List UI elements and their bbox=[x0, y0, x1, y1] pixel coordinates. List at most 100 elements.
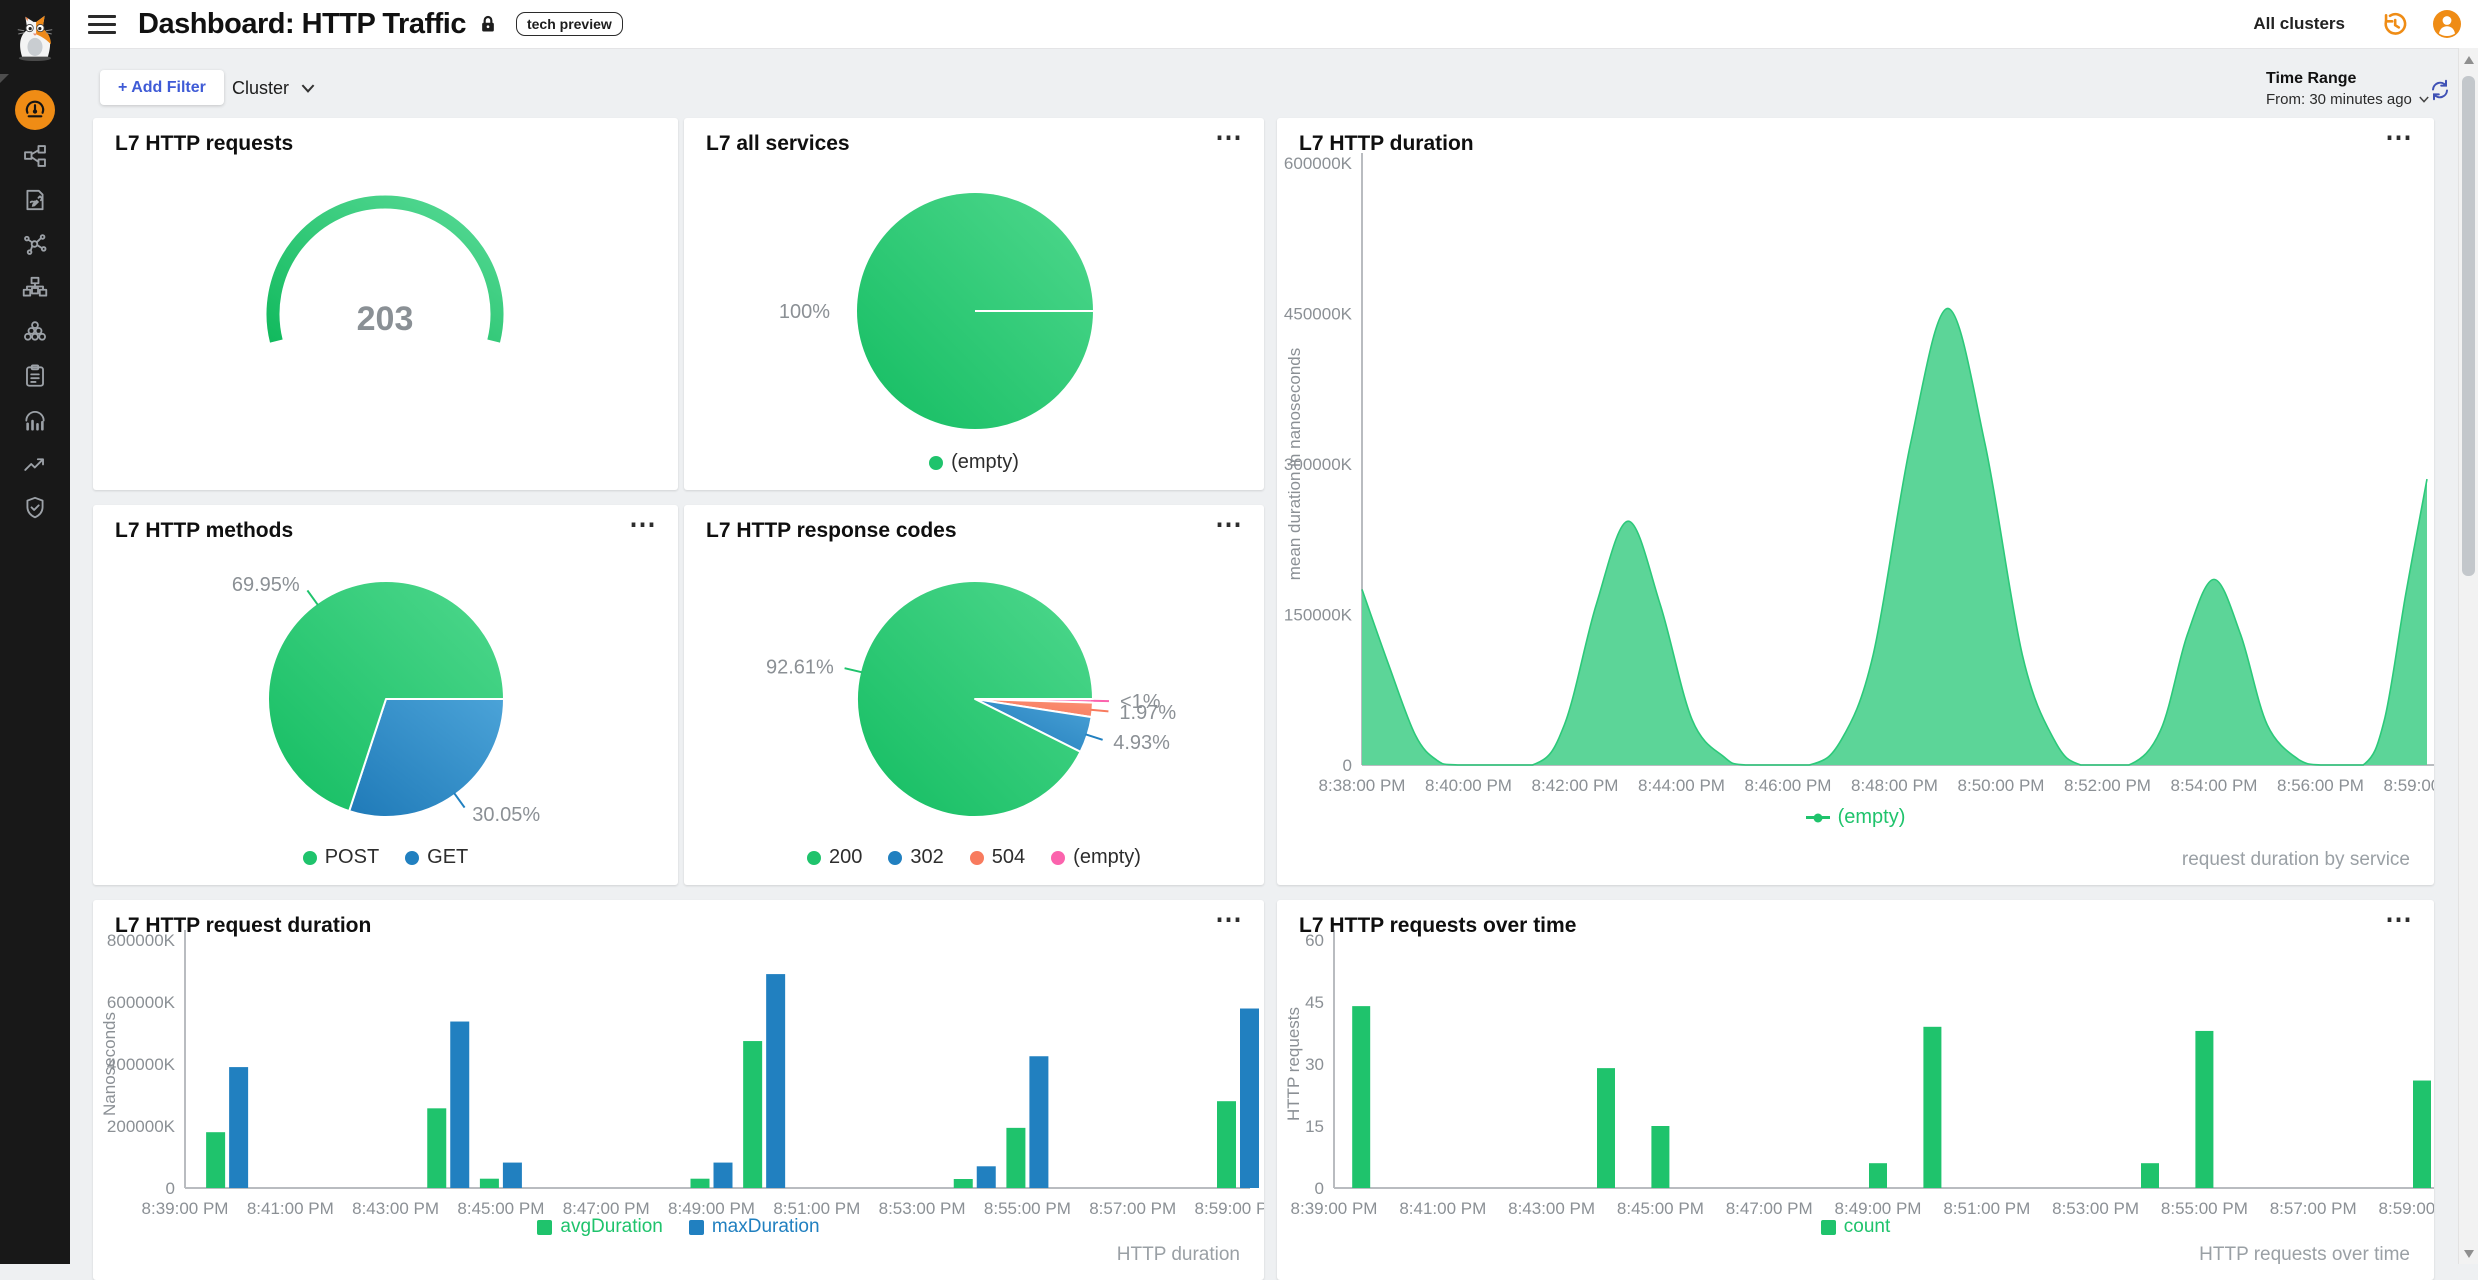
sidebar-item-clusters[interactable] bbox=[15, 314, 55, 350]
metrics-icon bbox=[22, 407, 48, 433]
svg-text:30.05%: 30.05% bbox=[472, 804, 540, 826]
hamburger-menu-icon[interactable] bbox=[88, 15, 116, 34]
scroll-up-arrow[interactable] bbox=[2464, 56, 2474, 64]
card-title: L7 HTTP requests bbox=[115, 132, 293, 156]
time-range-selector[interactable]: Time Range From: 30 minutes ago bbox=[2266, 70, 2429, 108]
svg-text:mean duration in nanoseconds: mean duration in nanoseconds bbox=[1285, 348, 1304, 581]
card-menu-icon[interactable]: ⋯ bbox=[2385, 122, 2412, 153]
legend-item-200[interactable]: 200 bbox=[807, 846, 862, 869]
network-graph-icon bbox=[22, 231, 48, 257]
card-title: L7 HTTP methods bbox=[115, 519, 293, 543]
all-clusters-selector[interactable]: All clusters bbox=[2253, 14, 2345, 34]
scroll-down-arrow[interactable] bbox=[2464, 1250, 2474, 1258]
svg-text:8:48:00 PM: 8:48:00 PM bbox=[1851, 776, 1938, 795]
svg-text:Nanoseconds: Nanoseconds bbox=[100, 1012, 119, 1116]
legend-item-GET[interactable]: GET bbox=[405, 846, 468, 869]
svg-text:8:50:00 PM: 8:50:00 PM bbox=[1958, 776, 2045, 795]
card-menu-icon[interactable]: ⋯ bbox=[1215, 122, 1242, 153]
card-menu-icon[interactable]: ⋯ bbox=[2385, 904, 2412, 935]
card-title: L7 HTTP request duration bbox=[115, 914, 371, 938]
sidebar-item-policies[interactable] bbox=[15, 358, 55, 394]
svg-text:0: 0 bbox=[166, 1179, 175, 1198]
time-range-value: From: 30 minutes ago bbox=[2266, 91, 2412, 108]
lock-icon bbox=[478, 14, 498, 34]
history-icon[interactable] bbox=[2381, 11, 2408, 38]
legend-marker bbox=[1806, 816, 1830, 819]
service-map-icon bbox=[22, 143, 48, 169]
tech-preview-badge: tech preview bbox=[516, 12, 623, 36]
card-l7-http-requests: L7 HTTP requests 203 bbox=[93, 118, 678, 490]
svg-text:8:52:00 PM: 8:52:00 PM bbox=[2064, 776, 2151, 795]
svg-text:600000K: 600000K bbox=[1284, 154, 1353, 173]
legend-item-maxDuration[interactable]: maxDuration bbox=[689, 1216, 820, 1238]
pie-chart: <1%1.97%4.93%92.61% bbox=[684, 505, 1264, 840]
flows-document-icon bbox=[22, 187, 48, 213]
card-title: L7 HTTP response codes bbox=[706, 519, 957, 543]
gauge-chart: 203 bbox=[93, 118, 678, 490]
dashboard-gauge-icon bbox=[22, 97, 48, 123]
legend-item-avgDuration[interactable]: avgDuration bbox=[537, 1216, 662, 1238]
page-title: Dashboard: HTTP Traffic bbox=[138, 8, 466, 41]
svg-text:1.97%: 1.97% bbox=[1119, 702, 1176, 724]
card-menu-icon[interactable]: ⋯ bbox=[1215, 509, 1242, 540]
svg-text:92.61%: 92.61% bbox=[766, 656, 834, 678]
add-filter-button[interactable]: + Add Filter bbox=[100, 70, 224, 105]
cluster-filter-dropdown[interactable]: Cluster bbox=[232, 78, 315, 99]
svg-text:8:54:00 PM: 8:54:00 PM bbox=[2171, 776, 2258, 795]
svg-text:150000K: 150000K bbox=[1284, 606, 1353, 625]
chart-legend: POST GET bbox=[93, 846, 678, 869]
card-title: L7 HTTP requests over time bbox=[1299, 914, 1576, 938]
security-shield-icon bbox=[22, 495, 48, 521]
cluster-filter-label: Cluster bbox=[232, 78, 289, 99]
vertical-scrollbar[interactable] bbox=[2458, 48, 2478, 1264]
legend-item-POST[interactable]: POST bbox=[303, 846, 379, 869]
refresh-icon[interactable] bbox=[2428, 78, 2452, 107]
legend-item-(empty)[interactable]: (empty) bbox=[1051, 846, 1141, 869]
legend-marker bbox=[689, 1220, 704, 1235]
svg-text:HTTP requests: HTTP requests bbox=[1284, 1007, 1303, 1121]
card-menu-icon[interactable]: ⋯ bbox=[1215, 904, 1242, 935]
sidebar-item-dashboards[interactable] bbox=[15, 90, 55, 130]
sidebar-item-metrics[interactable] bbox=[15, 402, 55, 438]
time-range-title: Time Range bbox=[2266, 70, 2429, 88]
sidebar-notch bbox=[0, 74, 9, 83]
svg-text:8:42:00 PM: 8:42:00 PM bbox=[1532, 776, 1619, 795]
legend-marker bbox=[405, 851, 419, 865]
svg-text:15: 15 bbox=[1305, 1117, 1324, 1136]
trends-arrow-icon bbox=[22, 451, 48, 477]
chart-footer: request duration by service bbox=[2182, 849, 2410, 871]
card-menu-icon[interactable]: ⋯ bbox=[629, 509, 656, 540]
sidebar-item-topology[interactable] bbox=[15, 270, 55, 306]
scrollbar-thumb[interactable] bbox=[2462, 76, 2475, 576]
card-title: L7 all services bbox=[706, 132, 850, 156]
svg-text:200000K: 200000K bbox=[107, 1117, 176, 1136]
svg-text:45: 45 bbox=[1305, 993, 1324, 1012]
svg-text:600000K: 600000K bbox=[107, 993, 176, 1012]
sidebar-item-service-map[interactable] bbox=[15, 138, 55, 174]
legend-marker bbox=[1051, 851, 1065, 865]
legend-marker bbox=[537, 1220, 552, 1235]
chart-legend: count bbox=[1277, 1216, 2434, 1238]
legend-marker bbox=[888, 851, 902, 865]
sidebar-item-security[interactable] bbox=[15, 490, 55, 526]
svg-text:4.93%: 4.93% bbox=[1113, 732, 1170, 754]
cat-mascot-logo[interactable] bbox=[0, 0, 70, 70]
chart-footer: HTTP duration bbox=[1117, 1244, 1240, 1266]
svg-text:8:40:00 PM: 8:40:00 PM bbox=[1425, 776, 1512, 795]
user-avatar-icon[interactable] bbox=[2432, 9, 2462, 39]
svg-text:8:38:00 PM: 8:38:00 PM bbox=[1319, 776, 1406, 795]
legend-item-504[interactable]: 504 bbox=[970, 846, 1025, 869]
sidebar-item-trends[interactable] bbox=[15, 446, 55, 482]
chart-footer: HTTP requests over time bbox=[2199, 1244, 2410, 1266]
legend-item-302[interactable]: 302 bbox=[888, 846, 943, 869]
sidebar-item-network-graph[interactable] bbox=[15, 226, 55, 262]
legend-item-(empty)[interactable]: (empty) bbox=[929, 451, 1019, 474]
chart-legend: (empty) bbox=[684, 451, 1264, 474]
legend-item-(empty)[interactable]: (empty) bbox=[1806, 806, 1906, 829]
legend-item-count[interactable]: count bbox=[1821, 1216, 1890, 1238]
sidebar-item-flows[interactable] bbox=[15, 182, 55, 218]
chevron-down-icon bbox=[301, 84, 315, 93]
